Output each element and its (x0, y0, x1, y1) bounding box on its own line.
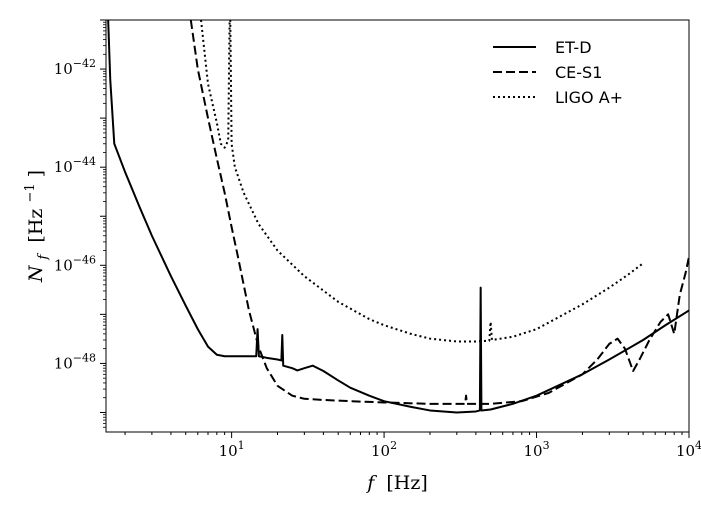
plot-lines (107, 20, 689, 414)
tick-labels: 101 102 103 104 10−48 10−46 10−44 10−42 (54, 57, 701, 460)
y-tick-label: 10−42 (54, 57, 96, 78)
x-axis-title: f [Hz] (365, 472, 428, 494)
y-axis-unit-sup: −1 (23, 183, 38, 202)
legend: ET-D CE-S1 LIGO A+ (493, 38, 623, 107)
y-tick-label: 10−46 (54, 253, 96, 274)
series-line-et-d (107, 20, 689, 414)
y-tick-label: 10−44 (54, 155, 96, 176)
y-axis-title: N f [Hz −1 ] (17, 170, 52, 283)
y-axis-unit: [Hz (25, 209, 47, 243)
x-tick-label: 101 (219, 439, 245, 460)
legend-label-et-d: ET-D (555, 38, 592, 57)
legend-label-ligo-a: LIGO A+ (555, 88, 623, 107)
series-line-ce-s1 (189, 20, 689, 405)
y-axis-var: N (25, 264, 47, 283)
y-axis-var-sub: f (36, 252, 51, 260)
y-tick-label: 10−48 (54, 351, 96, 372)
x-tick-label: 102 (371, 439, 397, 460)
y-axis-unit-end: ] (25, 170, 47, 177)
x-axis-unit: [Hz] (386, 472, 427, 494)
legend-label-ce-s1: CE-S1 (555, 63, 602, 82)
x-axis-var: f (365, 472, 377, 494)
x-tick-label: 103 (523, 439, 549, 460)
plot-frame (105, 19, 690, 433)
ticks (100, 19, 690, 438)
x-tick-label: 104 (676, 439, 701, 460)
